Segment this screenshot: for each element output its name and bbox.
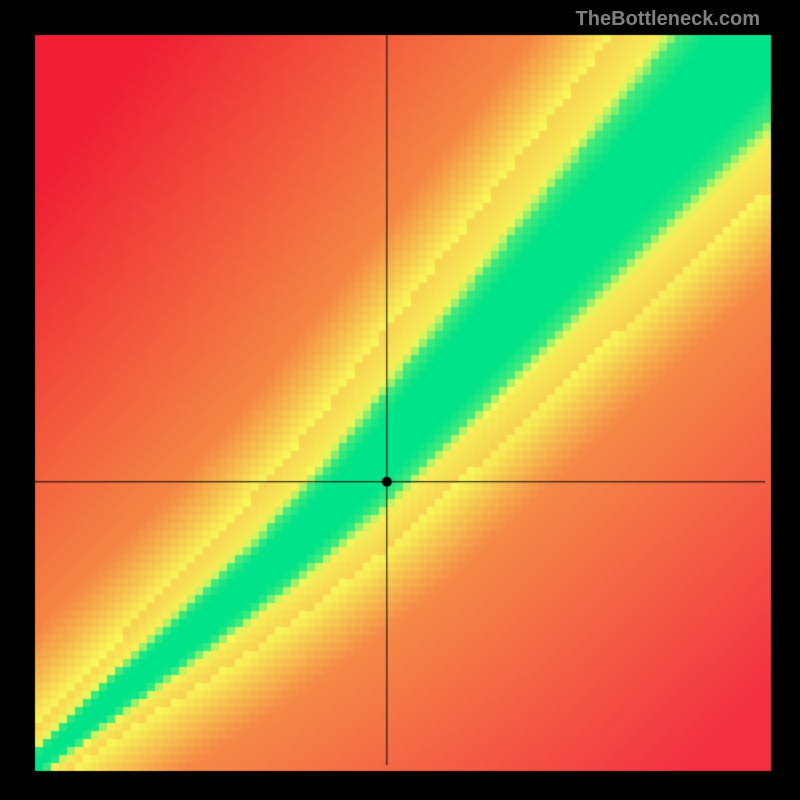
watermark-text: TheBottleneck.com xyxy=(576,8,760,31)
bottleneck-heatmap xyxy=(0,0,800,800)
chart-container: TheBottleneck.com xyxy=(0,0,800,800)
